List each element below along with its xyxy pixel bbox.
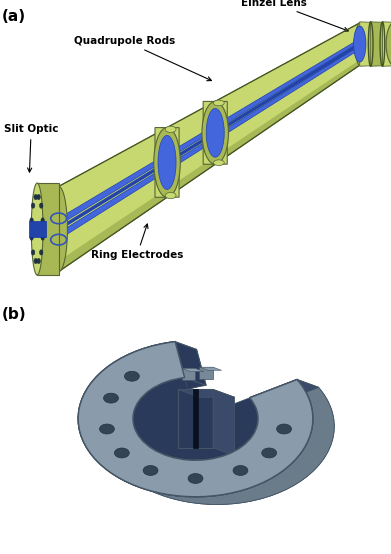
Ellipse shape	[386, 22, 391, 66]
Bar	[199, 367, 213, 379]
Ellipse shape	[213, 100, 224, 106]
Ellipse shape	[165, 192, 176, 199]
Polygon shape	[370, 22, 383, 66]
Text: Slit Optic: Slit Optic	[4, 124, 58, 172]
Ellipse shape	[277, 424, 292, 434]
Ellipse shape	[206, 109, 224, 157]
Ellipse shape	[37, 258, 40, 264]
Ellipse shape	[158, 135, 176, 189]
Polygon shape	[59, 39, 360, 225]
Ellipse shape	[41, 235, 45, 240]
Ellipse shape	[355, 23, 364, 65]
Ellipse shape	[143, 465, 158, 475]
Ellipse shape	[202, 101, 228, 165]
Bar	[182, 368, 196, 380]
Ellipse shape	[213, 160, 224, 166]
Ellipse shape	[115, 448, 129, 458]
Text: Quadrupole Rods: Quadrupole Rods	[75, 36, 212, 81]
Ellipse shape	[262, 448, 276, 458]
Polygon shape	[175, 342, 206, 386]
Bar	[178, 389, 213, 448]
Polygon shape	[133, 378, 280, 468]
Ellipse shape	[277, 424, 292, 434]
Ellipse shape	[262, 448, 276, 458]
Polygon shape	[78, 342, 334, 505]
Wedge shape	[100, 350, 334, 505]
Ellipse shape	[41, 218, 45, 223]
Polygon shape	[178, 389, 235, 397]
Polygon shape	[59, 23, 360, 201]
Polygon shape	[213, 389, 235, 455]
Ellipse shape	[188, 474, 203, 484]
Ellipse shape	[31, 203, 35, 208]
Polygon shape	[182, 368, 204, 372]
Text: Einzel Lens: Einzel Lens	[241, 0, 348, 32]
Ellipse shape	[39, 203, 43, 208]
Polygon shape	[360, 22, 370, 66]
Polygon shape	[199, 367, 222, 370]
Ellipse shape	[124, 371, 139, 381]
Wedge shape	[78, 342, 313, 497]
Bar	[193, 389, 198, 448]
Ellipse shape	[99, 424, 114, 434]
Polygon shape	[383, 22, 391, 66]
Wedge shape	[78, 342, 313, 497]
Ellipse shape	[165, 126, 176, 132]
Wedge shape	[133, 378, 258, 460]
Ellipse shape	[34, 258, 38, 264]
Ellipse shape	[30, 218, 33, 223]
Polygon shape	[59, 23, 360, 271]
Text: Ring Electrodes: Ring Electrodes	[91, 224, 183, 260]
Ellipse shape	[353, 26, 366, 62]
Ellipse shape	[34, 194, 38, 199]
Wedge shape	[78, 342, 313, 497]
Ellipse shape	[31, 250, 35, 255]
Ellipse shape	[104, 393, 118, 403]
Ellipse shape	[233, 465, 248, 475]
Polygon shape	[37, 183, 59, 275]
Ellipse shape	[30, 235, 33, 240]
Ellipse shape	[154, 127, 180, 197]
Ellipse shape	[31, 183, 43, 275]
Polygon shape	[155, 127, 179, 197]
Polygon shape	[59, 46, 360, 240]
Ellipse shape	[99, 424, 114, 434]
Ellipse shape	[50, 187, 68, 271]
Bar	[29, 221, 46, 237]
Ellipse shape	[188, 474, 203, 484]
Polygon shape	[59, 60, 360, 271]
Ellipse shape	[143, 465, 158, 475]
Ellipse shape	[37, 194, 40, 199]
Ellipse shape	[104, 393, 118, 403]
Ellipse shape	[124, 371, 139, 381]
Polygon shape	[250, 379, 319, 406]
Ellipse shape	[115, 448, 129, 458]
Ellipse shape	[39, 250, 43, 255]
Text: (a): (a)	[2, 9, 26, 24]
Ellipse shape	[233, 465, 248, 475]
Text: (b): (b)	[2, 307, 27, 322]
Polygon shape	[203, 101, 227, 165]
